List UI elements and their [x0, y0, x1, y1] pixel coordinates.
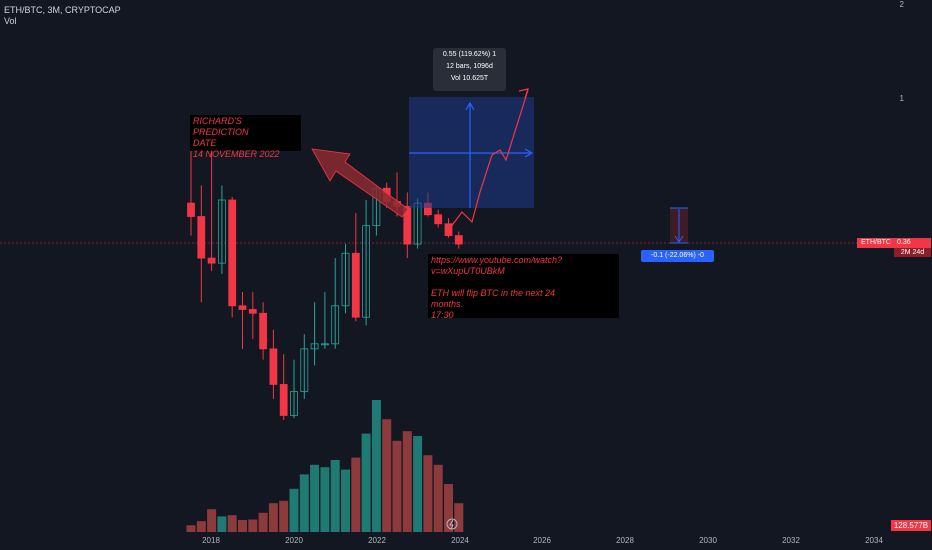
time-axis-label: 2022 — [368, 536, 386, 545]
candle-body[interactable] — [351, 252, 360, 318]
lightning-icon[interactable] — [446, 518, 458, 530]
time-axis-label: 2030 — [699, 536, 717, 545]
volume-bar — [207, 509, 217, 532]
link-note-line-2: v=wXupUT0UBkM — [431, 266, 505, 276]
projection-h-arrowhead — [524, 148, 534, 158]
price-tag-symbol: ETH/BTC — [861, 239, 891, 246]
volume-bar — [382, 419, 392, 532]
candle-body[interactable] — [444, 223, 453, 236]
volume-bar — [258, 512, 268, 532]
volume-tag: 128.577B — [891, 520, 931, 531]
price-tick-2: 2 — [899, 0, 904, 9]
volume-bar — [454, 503, 464, 532]
link-note-line-1: https://www.youtube.com/watch? — [431, 255, 563, 265]
time-axis-label: 2026 — [533, 536, 551, 545]
volume-bar — [238, 520, 247, 532]
projection-v-arrowhead — [465, 101, 475, 111]
time-axis-label: 2018 — [202, 536, 220, 545]
volume-bar — [392, 440, 402, 532]
tooltip-line-3: Vol 10.625T — [450, 75, 489, 82]
bar-countdown: 2M 24d — [894, 248, 931, 257]
projection-path-arrowhead — [518, 88, 529, 99]
prediction-note-line-2: DATE — [193, 138, 217, 148]
volume-bar — [320, 467, 330, 532]
time-axis-label: 2020 — [285, 536, 303, 545]
candles — [187, 117, 463, 420]
candle-body[interactable] — [290, 391, 298, 416]
candle-body[interactable] — [320, 343, 329, 346]
volume-bar — [217, 516, 227, 532]
link-note-line-5: 17:30 — [431, 310, 454, 320]
candle-body[interactable] — [228, 199, 237, 307]
candle-body[interactable] — [403, 205, 412, 245]
link-note-line-3: ETH will flip BTC in the next 24 — [431, 288, 556, 298]
current-price-tag: ETH/BTC 0.36 — [857, 238, 931, 248]
prediction-note-line-3: 14 NOVEMBER 2022 — [193, 149, 280, 159]
candle-body[interactable] — [310, 343, 319, 350]
volume-bar — [371, 400, 381, 532]
projection-path[interactable] — [449, 89, 529, 229]
candle-body[interactable] — [238, 305, 247, 310]
candle-body[interactable] — [331, 305, 340, 345]
volume-bar — [402, 431, 412, 532]
prediction-arrow[interactable] — [311, 148, 409, 218]
candle-body[interactable] — [434, 214, 443, 225]
tooltip-line-1: 0.55 (119.62%) 1 — [442, 51, 497, 58]
candle-body[interactable] — [217, 199, 226, 264]
volume-bar — [433, 464, 443, 532]
candle-body[interactable] — [454, 235, 463, 245]
volume-bar — [268, 503, 278, 532]
candle-body[interactable] — [187, 202, 195, 217]
volume-bar — [413, 436, 423, 532]
volume-bars — [186, 400, 464, 532]
projection-tooltip: 0.55 (119.62%) 1 12 bars, 1096d Vol 10.6… — [433, 48, 506, 91]
volume-bar — [279, 500, 289, 532]
volume-bar — [248, 519, 258, 532]
volume-bar — [444, 484, 453, 532]
lightning-icon-glyph — [449, 519, 454, 530]
chart-header: ETH/BTC, 3M, CRYPTOCAP Vol — [4, 5, 121, 27]
prediction-note[interactable]: RICHARD'S PREDICTION DATE 14 NOVEMBER 20… — [190, 115, 301, 159]
candle-body[interactable] — [197, 216, 206, 259]
candle-body[interactable] — [207, 257, 216, 264]
measure-label: -0.1 (-22.06%) -0 — [641, 250, 714, 262]
link-note-spacer — [431, 277, 616, 288]
time-axis-label: 2034 — [865, 536, 883, 545]
volume-bar — [186, 525, 196, 532]
volume-bar — [289, 488, 299, 532]
symbol-line[interactable]: ETH/BTC, 3M, CRYPTOCAP — [4, 5, 121, 15]
time-axis-label: 2028 — [616, 536, 634, 545]
volume-bar — [310, 464, 320, 532]
candle-body[interactable] — [269, 348, 278, 385]
candle-body[interactable] — [279, 384, 288, 416]
time-axis-label: 2024 — [451, 536, 469, 545]
candle-body[interactable] — [248, 309, 257, 314]
volume-bar — [351, 457, 361, 532]
volume-bar — [330, 460, 340, 532]
candle-body[interactable] — [300, 348, 309, 392]
volume-bar — [423, 455, 433, 532]
prediction-note-line-1: RICHARD'S PREDICTION — [193, 116, 249, 137]
price-tick-1: 1 — [899, 94, 904, 103]
volume-label: Vol — [4, 16, 17, 26]
volume-bar — [299, 474, 309, 532]
volume-bar — [196, 521, 206, 532]
time-axis-label: 2032 — [782, 536, 800, 545]
link-note[interactable]: https://www.youtube.com/watch? v=wXupUT0… — [428, 254, 619, 320]
volume-bar — [361, 433, 371, 532]
candle-body[interactable] — [259, 312, 268, 350]
candle-body[interactable] — [341, 252, 350, 307]
tooltip-line-2: 12 bars, 1096d — [446, 63, 493, 70]
link-note-line-4: months. — [431, 299, 464, 309]
price-tag-value: 0.36 — [897, 239, 911, 246]
volume-bar — [227, 515, 237, 532]
volume-bar — [341, 469, 350, 532]
candle-body[interactable] — [362, 225, 371, 318]
measure-arrowhead — [674, 235, 684, 243]
